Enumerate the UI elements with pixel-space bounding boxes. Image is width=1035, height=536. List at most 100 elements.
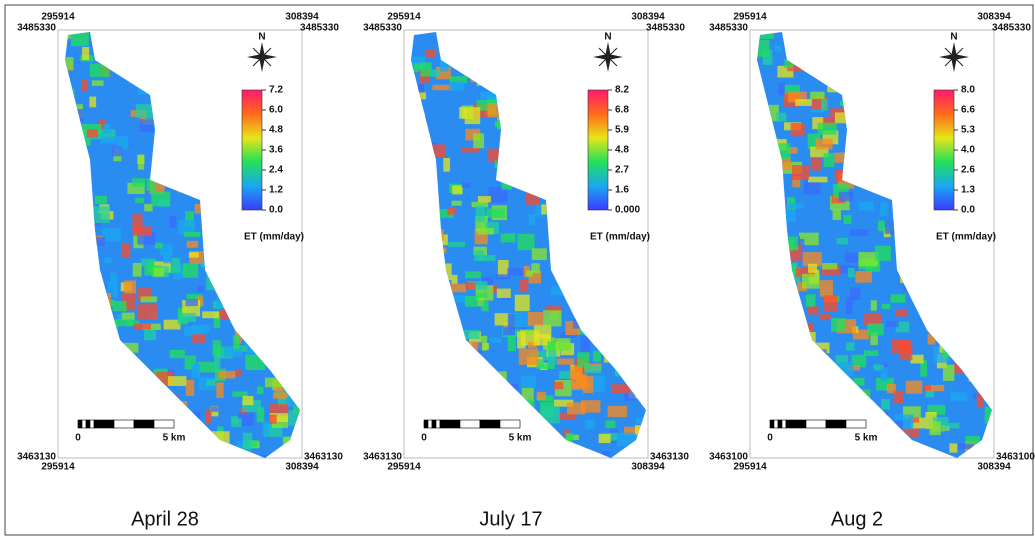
et-pixel-cluster: [491, 371, 507, 385]
et-pixel-cluster: [757, 32, 775, 39]
et-pixel-cluster: [795, 99, 812, 106]
et-pixel-cluster: [553, 399, 574, 407]
et-pixel-cluster: [439, 59, 449, 72]
et-pixel-cluster: [66, 315, 74, 327]
et-pixel-cluster: [627, 369, 644, 378]
et-pixel-cluster: [645, 387, 646, 402]
et-pixel-cluster: [761, 337, 770, 355]
et-pixel-cluster: [827, 51, 841, 69]
et-pixel-cluster: [185, 379, 195, 396]
et-pixel-cluster: [821, 98, 828, 111]
et-pixel-cluster: [949, 273, 967, 285]
et-pixel-cluster: [555, 338, 571, 351]
et-pixel-cluster: [495, 396, 507, 407]
et-pixel-cluster: [811, 342, 830, 354]
et-pixel-cluster: [540, 154, 551, 162]
et-pixel-cluster: [541, 75, 559, 86]
scale-bar-segment: [435, 419, 441, 429]
et-pixel-cluster: [567, 402, 586, 415]
et-pixel-cluster: [130, 457, 138, 458]
et-pixel-cluster: [243, 39, 254, 52]
et-pixel-cluster: [585, 419, 595, 429]
et-pixel-cluster: [304, 235, 314, 246]
et-pixel-cluster: [82, 46, 90, 61]
et-pixel-cluster: [490, 285, 498, 293]
et-pixel-cluster: [509, 168, 528, 175]
et-pixel-cluster: [293, 55, 300, 63]
et-pixel-cluster: [873, 184, 882, 192]
et-pixel-cluster: [536, 391, 546, 400]
et-pixel-cluster: [774, 45, 782, 52]
et-pixel-cluster: [100, 136, 116, 144]
et-pixel-cluster: [579, 181, 587, 194]
et-pixel-cluster: [260, 284, 278, 291]
et-pixel-cluster: [297, 418, 300, 430]
et-pixel-cluster: [526, 270, 533, 277]
et-pixel-cluster: [443, 407, 456, 419]
et-pixel-cluster: [305, 218, 318, 234]
et-pixel-cluster: [423, 271, 432, 277]
et-pixel-cluster: [132, 178, 146, 187]
coord-label: 308394: [285, 12, 319, 23]
et-pixel-cluster: [285, 135, 300, 141]
et-pixel-cluster: [653, 324, 664, 340]
et-pixel-cluster: [529, 351, 549, 361]
scale-bar-segment: [769, 419, 775, 429]
et-pixel-cluster: [470, 69, 489, 83]
et-pixel-cluster: [899, 344, 913, 361]
et-pixel-cluster: [264, 377, 283, 388]
coord-label: 308394: [977, 462, 1011, 473]
et-pixel-cluster: [245, 322, 264, 330]
et-pixel-cluster: [555, 192, 570, 207]
color-bar: [587, 89, 609, 211]
et-pixel-cluster: [527, 311, 543, 326]
et-pixel-cluster: [627, 364, 641, 374]
et-pixel-cluster: [86, 129, 98, 138]
et-pixel-cluster: [766, 152, 776, 164]
et-pixel-cluster: [991, 257, 992, 266]
et-pixel-cluster: [97, 358, 111, 375]
et-pixel-cluster: [536, 359, 545, 368]
et-pixel-cluster: [498, 446, 517, 453]
et-pixel-cluster: [477, 196, 492, 203]
color-bar-label: 5.9: [615, 125, 629, 136]
et-pixel-cluster: [783, 262, 798, 276]
et-pixel-cluster: [182, 263, 199, 278]
et-pixel-cluster: [859, 61, 871, 77]
et-pixel-cluster: [853, 389, 871, 405]
et-pixel-cluster: [567, 109, 588, 116]
et-pixel-cluster: [580, 400, 601, 413]
et-pixel-cluster: [877, 451, 893, 457]
et-pixel-cluster: [65, 425, 69, 434]
et-pixel-cluster: [536, 363, 555, 369]
et-pixel-cluster: [65, 286, 75, 295]
et-pixel-cluster: [847, 121, 858, 132]
et-pixel-cluster: [252, 277, 261, 287]
et-pixel-cluster: [281, 80, 295, 86]
et-pixel-cluster: [500, 233, 516, 243]
scale-bar-segment: [89, 419, 95, 429]
et-pixel-cluster: [896, 215, 916, 224]
et-pixel-cluster: [886, 383, 897, 394]
et-pixel-cluster: [782, 405, 800, 420]
et-pixel-cluster: [572, 272, 585, 279]
et-pixel-cluster: [636, 49, 646, 61]
et-pixel-cluster: [598, 433, 611, 444]
et-pixel-cluster: [304, 379, 313, 396]
et-pixel-cluster: [915, 447, 928, 458]
et-pixel-cluster: [795, 267, 816, 277]
et-pixel-cluster: [531, 248, 547, 261]
et-pixel-cluster: [606, 264, 627, 281]
map-panel: 2959143485330308394348533034631002959143…: [709, 12, 1035, 531]
et-pixel-cluster: [966, 286, 982, 295]
et-pixel-cluster: [886, 321, 899, 328]
et-pixel-cluster: [942, 347, 960, 358]
et-pixel-cluster: [412, 292, 423, 308]
et-pixel-cluster: [838, 401, 857, 416]
et-pixel-cluster: [65, 290, 80, 298]
et-pixel-cluster: [109, 359, 117, 367]
et-pixel-cluster: [584, 60, 605, 69]
color-bar-label: 4.8: [615, 145, 629, 156]
et-pixel-cluster: [870, 332, 878, 346]
et-pixel-cluster: [109, 53, 121, 60]
